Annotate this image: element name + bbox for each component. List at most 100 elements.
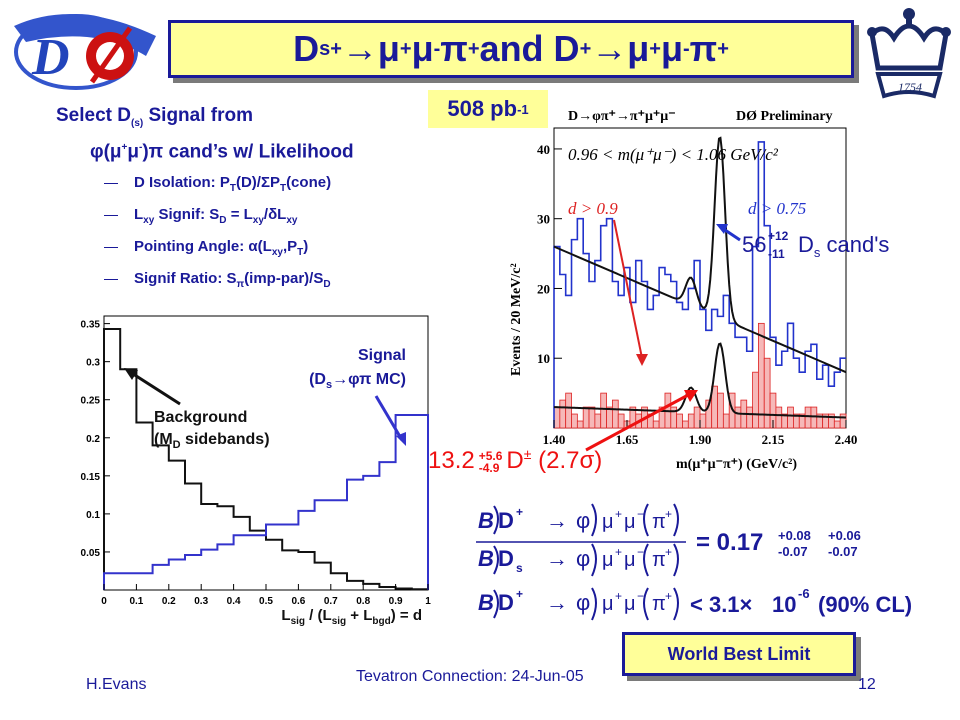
- svg-text:B: B: [478, 590, 494, 615]
- svg-text:μ: μ: [602, 549, 614, 571]
- crown-logo: 1754: [867, 8, 951, 99]
- svg-text:μ: μ: [624, 549, 636, 571]
- svg-text:D: D: [498, 546, 514, 571]
- svg-text:−: −: [637, 545, 644, 559]
- red-cut-label: d > 0.9: [568, 199, 618, 218]
- x-tick-label: 1.90: [689, 432, 712, 447]
- svg-text:π: π: [652, 593, 666, 615]
- mass-histogram: D→φπ⁺→π⁺μ⁺μ⁻ DØ Preliminary 1.40 1.65 1.90…: [509, 109, 889, 472]
- y-tick-label: 0.35: [81, 320, 101, 331]
- svg-text:+0.06: +0.06: [828, 528, 861, 543]
- criterion-pointing: Pointing Angle: α(Lxy,PT): [104, 234, 354, 266]
- y-tick-label: 0.15: [81, 472, 101, 483]
- svg-text:+: +: [665, 589, 672, 603]
- d0-logo: D: [14, 14, 156, 90]
- select-line-1: Select D(s) Signal from: [56, 105, 254, 129]
- svg-text:B: B: [478, 508, 494, 533]
- preliminary-label: DØ Preliminary: [736, 109, 833, 124]
- background-arrow: [129, 370, 181, 406]
- mass-ylabel: Events / 20 MeV/c²: [509, 263, 524, 376]
- y-tick-label: 10: [537, 351, 550, 366]
- signal-arrow: [374, 395, 404, 441]
- svg-text:→: →: [546, 546, 568, 571]
- x-tick-label: 1: [425, 596, 431, 607]
- y-tick-label: 0.05: [81, 548, 101, 559]
- limit-value: < 3.1×: [690, 592, 752, 617]
- fit-curve-red: [553, 342, 847, 419]
- x-tick-label: 0.1: [129, 596, 143, 607]
- ds-yield-down: -11: [768, 247, 785, 261]
- red-histogram-bin: [757, 322, 765, 429]
- svg-text:π: π: [652, 511, 666, 533]
- x-tick-label: 0.4: [227, 596, 241, 607]
- footer-author: H.Evans: [86, 676, 147, 693]
- x-tick-label: 1.65: [616, 432, 639, 447]
- svg-text:D: D: [498, 508, 514, 533]
- mass-plot-title: D→φπ⁺→π⁺μ⁺μ⁻: [568, 109, 676, 124]
- svg-text:+: +: [615, 507, 622, 521]
- d-yield: 13.2 +5.6 -4.9 D± (2.7σ): [428, 446, 603, 475]
- mass-cut-label: 0.96 < m(μ⁺μ⁻) < 1.06 GeV/c²: [568, 145, 779, 164]
- svg-text:μ: μ: [624, 511, 636, 533]
- ratio-value: = 0.17: [696, 529, 763, 556]
- svg-text:→: →: [546, 590, 568, 615]
- svg-text:φ: φ: [576, 590, 590, 615]
- fit-curve-blue: [553, 136, 847, 374]
- x-tick-label: 0: [101, 596, 107, 607]
- svg-text:10: 10: [772, 592, 796, 617]
- likelihood-histogram: 0 0.1 0.2 0.3 0.4 0.5 0.6 0.7 0.8 0.9 1 0.05 0.1 0.15…: [81, 315, 431, 627]
- d-yield-arrow: [585, 390, 698, 452]
- branching-ratio-equations: B D + → φ μ + μ − π + B D s → φ μ + μ − π + = …: [476, 503, 912, 621]
- selection-text: Select D(s) Signal from φ(μ+μ-)π cand’s …: [56, 104, 354, 298]
- select-line-2: φ(μ+μ-)π cand’s w/ Likelihood: [90, 141, 354, 163]
- x-tick-label: 1.40: [543, 432, 566, 447]
- svg-text:D: D: [498, 590, 514, 615]
- y-tick-label: 30: [537, 212, 550, 227]
- svg-text:φ: φ: [576, 546, 590, 571]
- luminosity-badge: 508 pb -1: [428, 90, 548, 128]
- svg-text:-6: -6: [798, 586, 810, 601]
- x-tick-label: 0.7: [324, 596, 338, 607]
- svg-text:+: +: [665, 507, 672, 521]
- red-histogram-bin: [559, 399, 567, 429]
- svg-text:1754: 1754: [898, 80, 922, 94]
- world-best-limit-badge: World Best Limit: [622, 632, 856, 676]
- ds-yield: 56: [742, 232, 766, 257]
- svg-text:s: s: [516, 561, 523, 575]
- ds-yield-label: Ds cand's: [798, 232, 889, 260]
- background-label: Background: [154, 409, 247, 426]
- svg-text:+: +: [665, 545, 672, 559]
- likelihood-xlabel: Lsig / (Lsig + Lbgd) = d: [281, 607, 422, 627]
- signal-sublabel: (Ds→φπ MC): [309, 371, 406, 391]
- svg-text:−: −: [637, 507, 644, 521]
- svg-text:μ: μ: [602, 593, 614, 615]
- footer-conference: Tevatron Connection: 24-Jun-05: [356, 668, 584, 685]
- svg-text:π: π: [652, 549, 666, 571]
- y-tick-label: 0.3: [86, 358, 100, 369]
- x-tick-label: 0.2: [162, 596, 176, 607]
- svg-text:+: +: [516, 505, 523, 519]
- x-tick-label: 2.15: [762, 432, 785, 447]
- x-tick-label: 2.40: [835, 432, 858, 447]
- svg-text:+: +: [516, 587, 523, 601]
- blue-histogram: [553, 141, 846, 428]
- criterion-signif-ratio: Signif Ratio: Sπ(imp-par)/SD: [104, 266, 354, 298]
- svg-text:+0.08: +0.08: [778, 528, 811, 543]
- red-histogram-bin: [752, 371, 759, 429]
- red-histogram-bin: [565, 392, 572, 429]
- svg-text:μ: μ: [624, 593, 636, 615]
- signal-histogram-line: [103, 413, 429, 590]
- red-histogram-bin: [717, 392, 724, 429]
- x-tick-label: 0.9: [389, 596, 403, 607]
- footer-page-number: 12: [858, 676, 876, 693]
- svg-text:μ: μ: [602, 511, 614, 533]
- svg-text:B: B: [478, 546, 494, 571]
- criterion-lxy: Lxy Signif: SD = Lxy/δLxy: [104, 202, 354, 234]
- svg-text:D: D: [31, 29, 70, 86]
- y-tick-label: 20: [537, 281, 550, 296]
- y-tick-label: 0.2: [86, 434, 100, 445]
- svg-text:-0.07: -0.07: [828, 544, 858, 559]
- background-sublabel: (MD sidebands): [154, 431, 270, 451]
- criterion-isolation: D Isolation: PT(D)/ΣPT(cone): [104, 170, 354, 202]
